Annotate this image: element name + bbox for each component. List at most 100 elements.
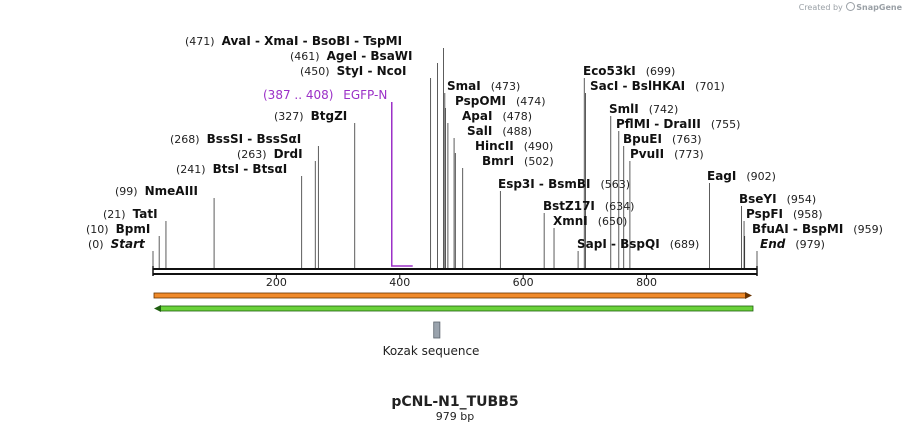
site-label[interactable]: Esp3I - BsmBI (563) — [498, 177, 630, 191]
site-label[interactable]: (327) BtgZI — [274, 109, 347, 123]
site-enzyme-name: PspOMI — [455, 94, 506, 108]
site-position: (478) — [502, 110, 532, 123]
site-position: (0) — [88, 238, 104, 251]
site-label[interactable]: PvuII (773) — [630, 147, 704, 161]
site-position: (268) — [170, 133, 200, 146]
site-position: (10) — [86, 223, 109, 236]
orf-reverse-bar — [159, 305, 754, 312]
site-label[interactable]: (21) TatI — [103, 207, 158, 221]
site-position: (650) — [598, 215, 628, 228]
site-label[interactable]: (461) AgeI - BsaWI — [290, 49, 413, 63]
site-label[interactable]: (263) DrdI — [237, 147, 303, 161]
ruler-tick-label: 800 — [636, 276, 657, 289]
site-label[interactable]: BfuAI - BspMI (959) — [752, 222, 883, 236]
site-label[interactable]: BseYI (954) — [739, 192, 816, 206]
site-position: (958) — [793, 208, 823, 221]
site-position: (773) — [674, 148, 704, 161]
site-position: (488) — [502, 125, 532, 138]
site-enzyme-name: PspFI — [746, 207, 783, 221]
site-enzyme-name: SapI - BspQI — [577, 237, 660, 251]
site-enzyme-name: BseYI — [739, 192, 777, 206]
site-enzyme-name: XmnI — [553, 214, 588, 228]
site-position: (21) — [103, 208, 126, 221]
orf-forward[interactable] — [153, 292, 752, 299]
site-position: (763) — [672, 133, 702, 146]
site-label[interactable]: ApaI (478) — [462, 109, 532, 123]
site-label[interactable]: End (979) — [760, 237, 825, 251]
site-position: (99) — [115, 185, 138, 198]
site-label[interactable]: (241) BtsI - BtsαI — [176, 162, 287, 176]
site-position: (263) — [237, 148, 267, 161]
site-position: (327) — [274, 110, 304, 123]
site-label[interactable]: EagI (902) — [707, 169, 776, 183]
site-label[interactable]: SacI - BslHKAI (701) — [590, 79, 725, 93]
site-label[interactable]: (450) StyI - NcoI — [300, 64, 406, 78]
site-label[interactable]: PspOMI (474) — [455, 94, 546, 108]
kozak-box — [433, 321, 441, 339]
site-label[interactable]: (268) BssSI - BssSαI — [170, 132, 301, 146]
brand-name: SnapGene — [856, 3, 902, 12]
site-label[interactable]: BstZ17I (634) — [543, 199, 634, 213]
primer-egfp-n[interactable]: (387 .. 408) EGFP-N — [263, 88, 413, 267]
snapgene-logo-icon — [846, 2, 856, 11]
site-label[interactable]: SapI - BspQI (689) — [577, 237, 699, 251]
primer-label: (387 .. 408) EGFP-N — [263, 88, 387, 102]
site-enzyme-name: AgeI - BsaWI — [327, 49, 413, 63]
site-position: (471) — [185, 35, 215, 48]
site-enzyme-name: Esp3I - BsmBI — [498, 177, 590, 191]
site-enzyme-name: TatI — [133, 207, 158, 221]
site-label[interactable]: (471) AvaI - XmaI - BsoBI - TspMI — [185, 34, 402, 48]
site-label[interactable]: (99) NmeAIII — [115, 184, 198, 198]
site-enzyme-name: HincII — [475, 139, 514, 153]
site-label[interactable]: XmnI (650) — [553, 214, 627, 228]
site-position: (563) — [600, 178, 630, 191]
site-label[interactable]: (10) BpmI — [86, 222, 150, 236]
site-lines — [152, 48, 758, 268]
site-enzyme-name: NmeAIII — [145, 184, 198, 198]
site-enzyme-name: PflMI - DraIII — [616, 117, 701, 131]
site-position: (701) — [695, 80, 725, 93]
site-label[interactable]: Eco53kI (699) — [583, 64, 675, 78]
created-by-text: Created by — [798, 3, 843, 12]
site-position: (699) — [646, 65, 676, 78]
site-enzyme-name: BstZ17I — [543, 199, 595, 213]
site-enzyme-name: SacI - BslHKAI — [590, 79, 685, 93]
site-position: (461) — [290, 50, 320, 63]
orf-reverse-arrowhead — [154, 305, 161, 312]
site-enzyme-name: BfuAI - BspMI — [752, 222, 843, 236]
site-enzyme-name: ApaI — [462, 109, 492, 123]
ruler-tick-label: 200 — [266, 276, 287, 289]
ruler-tick-label: 400 — [389, 276, 410, 289]
site-label[interactable]: SmlI (742) — [609, 102, 678, 116]
site-label[interactable]: BpuEI (763) — [623, 132, 702, 146]
site-enzyme-name: AvaI - XmaI - BsoBI - TspMI — [222, 34, 402, 48]
site-label[interactable]: PspFI (958) — [746, 207, 823, 221]
site-label[interactable]: BmrI (502) — [482, 154, 554, 168]
site-enzyme-name: DrdI — [274, 147, 303, 161]
orf-reverse[interactable] — [154, 305, 754, 312]
site-position: (902) — [746, 170, 776, 183]
orf-forward-bar — [153, 292, 747, 299]
site-position: (474) — [516, 95, 546, 108]
site-position: (634) — [605, 200, 635, 213]
site-enzyme-name: End — [760, 237, 786, 251]
site-labels: (0) Start(10) BpmI(21) TatI (99) NmeAIII (241)… — [86, 34, 883, 251]
site-enzyme-name: PvuII — [630, 147, 664, 161]
site-label[interactable]: PflMI - DraIII (755) — [616, 117, 740, 131]
site-position: (959) — [853, 223, 883, 236]
site-label[interactable]: (0) Start — [88, 237, 146, 251]
ruler: 200 400 600 800 — [266, 274, 657, 289]
site-enzyme-name: BmrI — [482, 154, 514, 168]
site-position: (502) — [524, 155, 554, 168]
site-label[interactable]: SmaI (473) — [447, 79, 520, 93]
site-position: (979) — [795, 238, 825, 251]
site-position: (954) — [787, 193, 817, 206]
site-label[interactable]: HincII (490) — [475, 139, 553, 153]
site-label[interactable]: SalI (488) — [467, 124, 532, 138]
kozak-label: Kozak sequence — [383, 344, 480, 358]
site-enzyme-name: EagI — [707, 169, 736, 183]
site-enzyme-name: BpmI — [116, 222, 151, 236]
site-enzyme-name: BtgZI — [311, 109, 348, 123]
site-enzyme-name: BtsI - BtsαI — [213, 162, 288, 176]
feature-kozak[interactable]: Kozak sequence — [383, 321, 480, 358]
